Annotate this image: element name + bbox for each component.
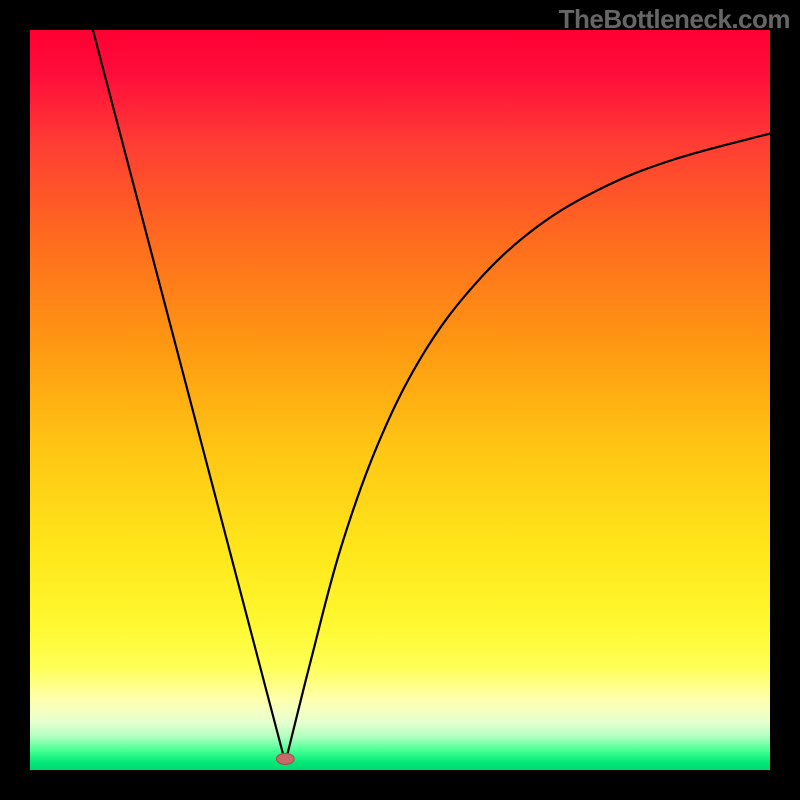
bottleneck-curve [30,30,770,770]
minimum-marker [276,753,294,764]
plot-area [30,30,770,770]
chart-frame: TheBottleneck.com [0,0,800,800]
curve-path [93,30,770,763]
